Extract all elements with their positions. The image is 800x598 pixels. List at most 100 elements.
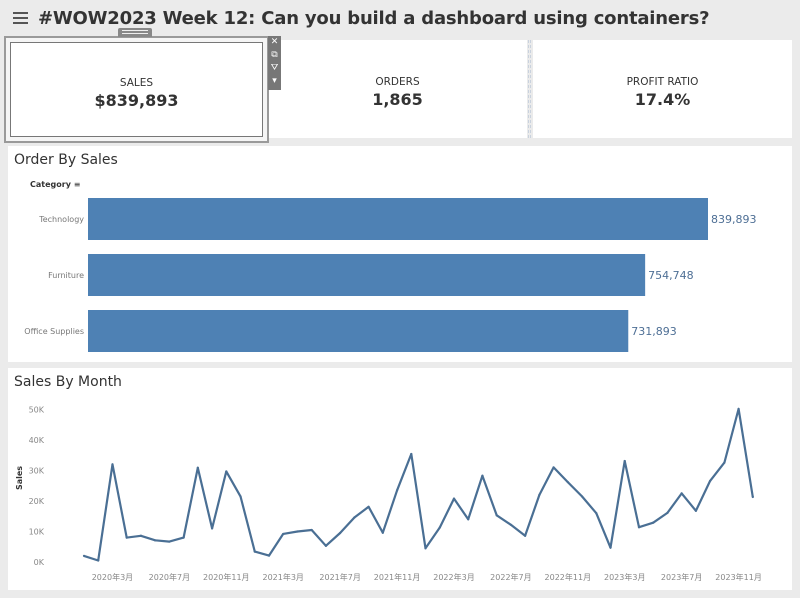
x-tick-label: 2021年3月 bbox=[262, 572, 303, 582]
data-point bbox=[723, 461, 726, 464]
data-point bbox=[196, 466, 199, 469]
bar bbox=[88, 198, 708, 240]
data-point bbox=[609, 546, 612, 549]
data-point bbox=[381, 531, 384, 534]
data-point bbox=[139, 534, 143, 537]
data-point bbox=[467, 518, 470, 521]
close-icon[interactable]: ✕ bbox=[270, 37, 279, 47]
kpi-profit-ratio[interactable]: PROFIT RATIO 17.4% bbox=[533, 40, 792, 138]
data-point bbox=[353, 516, 356, 519]
dashboard-title: #WOW2023 Week 12: Can you build a dashbo… bbox=[38, 8, 710, 29]
x-tick-label: 2023年11月 bbox=[715, 572, 762, 582]
data-point bbox=[680, 492, 683, 495]
category-label: Office Supplies bbox=[24, 327, 84, 336]
data-point bbox=[225, 470, 228, 473]
kpi-label: PROFIT RATIO bbox=[626, 76, 699, 88]
bar-data-label: 754,748 bbox=[648, 269, 694, 282]
y-tick-label: 50K bbox=[29, 406, 45, 415]
kpi-value: 1,865 bbox=[372, 90, 423, 109]
floating-toolbar: ✕ ⧉ ⛛ ▾ bbox=[268, 36, 281, 90]
data-point bbox=[82, 554, 86, 557]
sort-icon[interactable]: ≡ bbox=[73, 180, 81, 189]
data-point bbox=[666, 511, 669, 514]
data-point bbox=[310, 528, 313, 532]
x-tick-label: 2023年3月 bbox=[604, 572, 645, 582]
y-tick-label: 30K bbox=[29, 467, 45, 476]
x-tick-label: 2022年3月 bbox=[433, 572, 474, 582]
data-point bbox=[595, 512, 598, 515]
data-point bbox=[125, 536, 128, 539]
x-tick-label: 2020年3月 bbox=[92, 572, 133, 582]
data-point bbox=[481, 474, 484, 477]
move-handle[interactable] bbox=[118, 28, 152, 37]
filter-icon[interactable]: ⛛ bbox=[270, 63, 279, 73]
bar bbox=[88, 310, 629, 352]
y-tick-label: 20K bbox=[29, 497, 45, 506]
open-external-icon[interactable]: ⧉ bbox=[271, 50, 278, 60]
kpi-label: SALES bbox=[119, 77, 154, 89]
data-point bbox=[452, 497, 456, 500]
data-point bbox=[111, 463, 114, 466]
bar-data-label: 839,893 bbox=[711, 213, 757, 226]
data-point bbox=[524, 534, 527, 537]
data-point bbox=[410, 452, 413, 456]
line-chart: Sales 0K 10K 20K 30K 40K 50K 2020年3月 2020年7月 2020… bbox=[15, 406, 762, 583]
x-tick-label: 2021年7月 bbox=[319, 572, 360, 582]
data-point bbox=[623, 459, 626, 463]
data-point bbox=[438, 526, 441, 529]
kpi-orders[interactable]: ORDERS 1,865 bbox=[268, 40, 527, 138]
bar-data-label: 731,893 bbox=[631, 325, 677, 338]
data-point bbox=[97, 559, 100, 562]
x-tick-label: 2022年7月 bbox=[490, 572, 531, 582]
data-point bbox=[367, 505, 370, 508]
dashboard-header: #WOW2023 Week 12: Can you build a dashbo… bbox=[0, 0, 800, 38]
data-point bbox=[253, 550, 256, 553]
data-point bbox=[324, 544, 328, 547]
more-options-chevron-down-icon[interactable]: ▾ bbox=[272, 76, 277, 86]
x-tick-label: 2023年7月 bbox=[661, 572, 702, 582]
data-point bbox=[239, 495, 242, 498]
y-tick-label: 0K bbox=[34, 558, 45, 567]
kpi-label: ORDERS bbox=[375, 76, 420, 88]
data-point bbox=[566, 480, 569, 484]
category-label: Furniture bbox=[48, 271, 84, 280]
data-point bbox=[282, 532, 285, 536]
kpi-sales-selected[interactable]: SALES $839,893 bbox=[4, 36, 269, 143]
data-point bbox=[709, 479, 712, 482]
x-tick-label: 2021年11月 bbox=[374, 572, 421, 582]
data-point bbox=[339, 531, 342, 535]
data-point bbox=[652, 521, 655, 524]
category-header-label: Category bbox=[30, 180, 71, 189]
sales-by-month-panel: Sales By Month Sales 0K 10K 20K 30K 40K 50K 202… bbox=[8, 368, 792, 590]
data-point bbox=[182, 536, 185, 539]
data-point bbox=[751, 495, 754, 499]
data-point bbox=[154, 539, 157, 542]
x-tick-label: 2020年11月 bbox=[203, 572, 250, 582]
kpi-sales[interactable]: SALES $839,893 bbox=[10, 42, 263, 137]
container-divider[interactable] bbox=[528, 40, 531, 138]
order-by-sales-panel: Order By Sales Category ≡ Technology 839,… bbox=[8, 146, 792, 362]
data-point bbox=[495, 514, 498, 517]
data-point bbox=[552, 466, 555, 469]
hamburger-menu-icon[interactable] bbox=[13, 12, 28, 24]
kpi-value: 17.4% bbox=[634, 90, 691, 109]
y-tick-label: 40K bbox=[29, 436, 45, 445]
data-point bbox=[637, 526, 641, 529]
y-tick-label: 10K bbox=[29, 528, 45, 537]
data-point bbox=[580, 495, 584, 498]
y-axis-title: Sales bbox=[15, 466, 24, 490]
x-tick-label: 2022年11月 bbox=[545, 572, 592, 582]
data-point bbox=[210, 527, 214, 530]
x-tick-label: 2020年7月 bbox=[149, 572, 190, 582]
data-point bbox=[737, 407, 740, 410]
sales-line bbox=[83, 407, 754, 562]
bar bbox=[88, 254, 646, 296]
category-header[interactable]: Category ≡ bbox=[30, 180, 80, 189]
panel-title: Sales By Month bbox=[14, 374, 122, 390]
data-point bbox=[509, 523, 512, 526]
data-point bbox=[267, 554, 271, 557]
kpi-value: $839,893 bbox=[94, 91, 179, 110]
bar-chart: Technology 839,893 Furniture 754,748 Office … bbox=[24, 198, 757, 352]
data-point bbox=[694, 509, 697, 512]
panel-title: Order By Sales bbox=[14, 152, 118, 168]
